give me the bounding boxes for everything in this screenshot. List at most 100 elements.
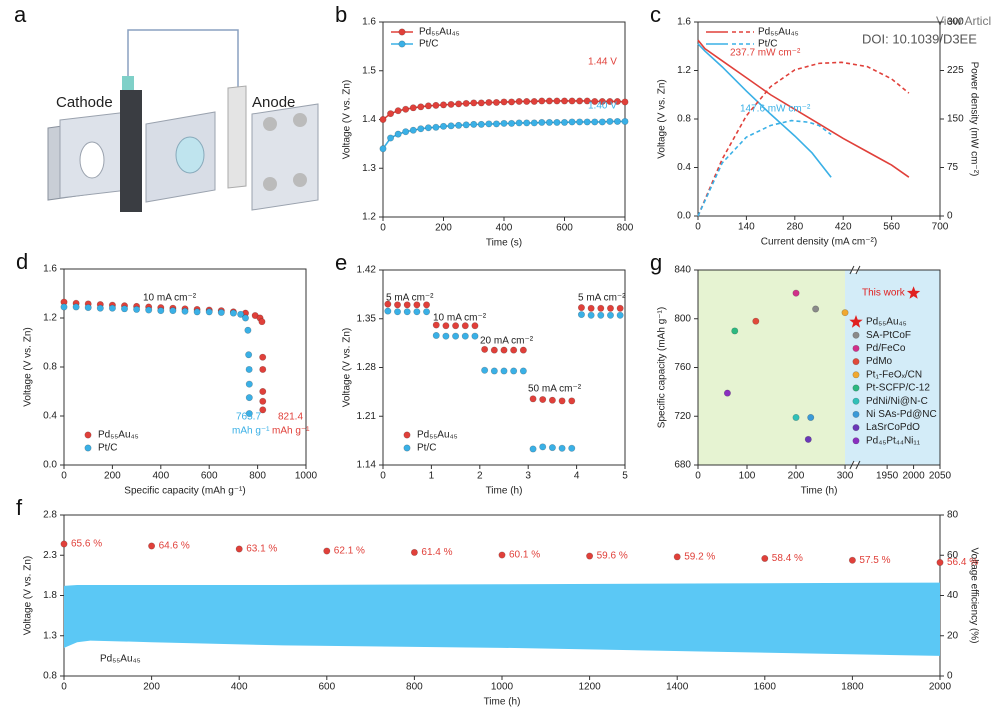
x-tick-label: 1950 xyxy=(876,471,899,482)
marker xyxy=(490,346,498,354)
annotation: 237.7 mW cm⁻² xyxy=(730,48,801,59)
marker xyxy=(553,118,561,126)
marker xyxy=(498,551,506,559)
marker xyxy=(852,397,860,405)
marker xyxy=(591,118,599,126)
x-tick-label: 140 xyxy=(738,222,755,233)
marker xyxy=(157,307,165,315)
annotation: 20 mA cm⁻² xyxy=(480,336,534,347)
x-tick-label: 200 xyxy=(788,471,805,482)
legend-label: Pd₅₅Au₄₅ xyxy=(419,27,460,38)
marker xyxy=(259,365,267,373)
y2-tick-label: 75 xyxy=(947,162,959,173)
marker xyxy=(403,308,411,316)
marker xyxy=(394,130,402,138)
marker xyxy=(529,445,537,453)
x-tick-label: 0 xyxy=(695,222,701,233)
marker xyxy=(409,126,417,134)
legend-label: Pt/C xyxy=(417,443,436,454)
marker xyxy=(470,99,478,107)
marker xyxy=(538,97,546,105)
x-axis-label: Time (h) xyxy=(486,486,523,497)
legend-marker xyxy=(398,40,406,48)
y-tick-label: 0.8 xyxy=(43,362,57,373)
value-label: 63.1 % xyxy=(246,544,277,555)
marker xyxy=(852,344,860,352)
marker xyxy=(229,309,237,317)
marker xyxy=(673,553,681,561)
marker xyxy=(424,102,432,110)
x-tick-label: 600 xyxy=(318,682,335,693)
marker xyxy=(423,301,431,309)
marker xyxy=(237,310,245,318)
marker xyxy=(462,121,470,129)
voltage-band xyxy=(64,582,940,656)
x-axis-label: Current density (mA cm⁻²) xyxy=(761,237,877,248)
marker xyxy=(558,397,566,405)
star-marker xyxy=(849,315,863,328)
x-tick-label: 2000 xyxy=(902,471,925,482)
y-tick-label: 1.8 xyxy=(43,590,57,601)
x-tick-label: 200 xyxy=(104,471,121,482)
x-axis-label: Specific capacity (mAh g⁻¹) xyxy=(124,486,245,497)
marker xyxy=(96,304,104,312)
legend-label: Pd₄₅Pt₄₄Ni₁₁ xyxy=(866,435,921,446)
marker xyxy=(410,548,418,556)
marker xyxy=(384,300,392,308)
line xyxy=(697,43,832,178)
marker xyxy=(455,100,463,108)
marker xyxy=(606,97,614,105)
x-tick-label: 200 xyxy=(435,223,452,234)
y-tick-label: 1.28 xyxy=(357,362,377,373)
marker xyxy=(413,308,421,316)
marker xyxy=(591,97,599,105)
shade-left xyxy=(698,270,845,465)
marker xyxy=(576,97,584,105)
marker xyxy=(510,346,518,354)
y-axis-label: Voltage (V vs. Zn) xyxy=(23,556,34,635)
legend-label: Ni SAs-Pd@NC xyxy=(866,409,937,420)
marker xyxy=(598,97,606,105)
marker xyxy=(613,117,621,125)
marker xyxy=(169,307,177,315)
marker xyxy=(481,345,489,353)
marker xyxy=(515,97,523,105)
y-axis-label: Voltage (V vs. Zn) xyxy=(657,79,668,158)
marker xyxy=(217,308,225,316)
x-tick-label: 5 xyxy=(622,471,628,482)
marker xyxy=(148,542,156,550)
star-marker xyxy=(906,286,921,299)
marker xyxy=(477,120,485,128)
marker xyxy=(723,389,731,397)
y-tick-label: 1.2 xyxy=(677,65,691,76)
y-tick-label: 1.4 xyxy=(362,114,376,125)
marker xyxy=(462,99,470,107)
marker xyxy=(583,118,591,126)
legend-label: Pt₁-FeOₓ/CN xyxy=(866,369,922,380)
marker xyxy=(121,305,129,313)
marker xyxy=(485,98,493,106)
marker xyxy=(379,145,387,153)
legend-label: Pt/C xyxy=(419,39,438,50)
dashed-line xyxy=(697,119,832,217)
marker xyxy=(145,306,153,314)
marker xyxy=(538,118,546,126)
legend-label: Pd/FeCo xyxy=(866,343,906,354)
marker xyxy=(259,387,267,395)
y-tick-label: 0.8 xyxy=(43,671,57,682)
marker xyxy=(852,331,860,339)
marker xyxy=(841,309,849,317)
y-tick-label: 720 xyxy=(674,411,691,422)
marker xyxy=(508,98,516,106)
y-tick-label: 1.2 xyxy=(362,212,376,223)
x-tick-label: 1400 xyxy=(666,682,689,693)
marker xyxy=(84,444,92,452)
marker xyxy=(424,124,432,132)
marker xyxy=(258,318,266,326)
marker xyxy=(452,322,460,330)
marker xyxy=(432,321,440,329)
x-tick-label: 0 xyxy=(61,682,67,693)
marker xyxy=(792,413,800,421)
x-tick-label: 420 xyxy=(835,222,852,233)
